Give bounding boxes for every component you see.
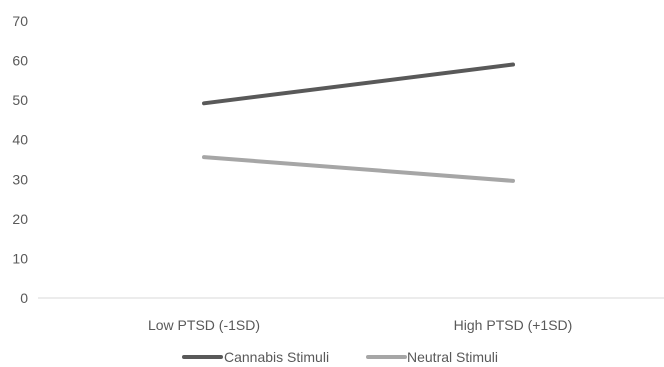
x-axis-ticks: Low PTSD (-1SD) High PTSD (+1SD) xyxy=(148,317,572,333)
y-tick-label: 70 xyxy=(12,13,28,29)
x-tick-label: Low PTSD (-1SD) xyxy=(148,317,260,333)
legend: Cannabis Stimuli Neutral Stimuli xyxy=(182,349,498,365)
series-line-neutral-stimuli xyxy=(202,155,515,183)
x-tick-label: High PTSD (+1SD) xyxy=(454,317,573,333)
y-tick-label: 30 xyxy=(12,171,28,187)
y-tick-label: 10 xyxy=(12,250,28,266)
y-tick-label: 50 xyxy=(12,92,28,108)
y-axis-ticks: 0 10 20 30 40 50 60 70 xyxy=(12,13,28,306)
y-tick-label: 0 xyxy=(20,290,28,306)
series-lines xyxy=(202,62,515,183)
series-line-cannabis-stimuli xyxy=(202,62,515,106)
y-tick-label: 40 xyxy=(12,132,28,148)
legend-label: Neutral Stimuli xyxy=(407,349,498,365)
y-tick-label: 60 xyxy=(12,53,28,69)
y-tick-label: 20 xyxy=(12,211,28,227)
legend-label: Cannabis Stimuli xyxy=(224,349,329,365)
